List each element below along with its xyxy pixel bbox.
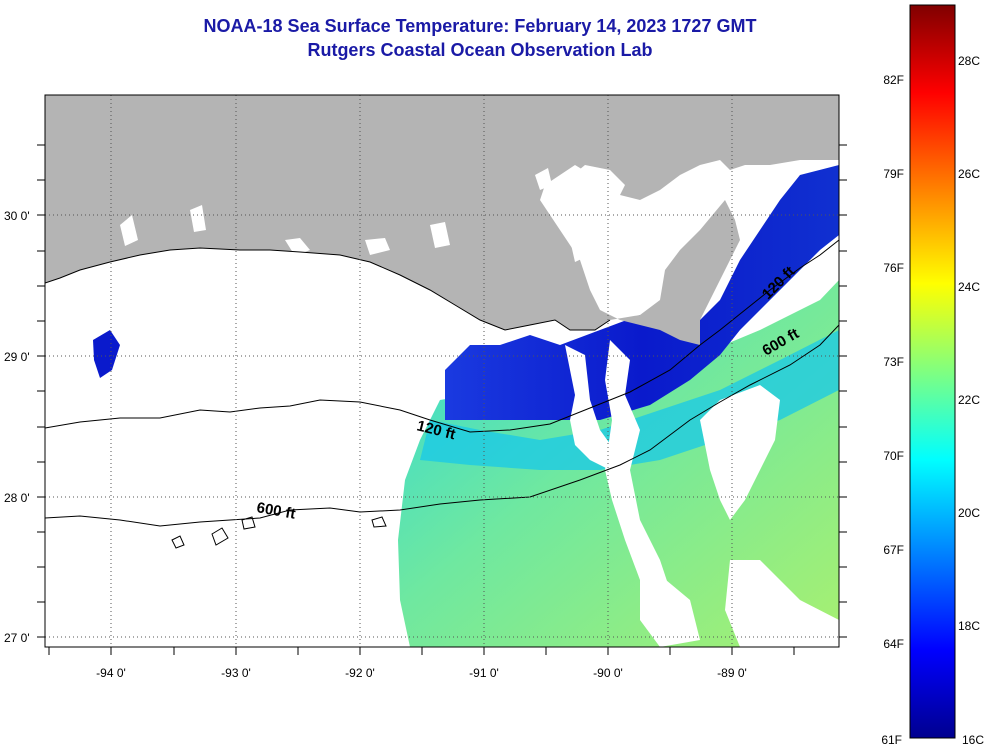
colorbar-label-f: 82F bbox=[883, 73, 904, 87]
colorbar-label-c: 28C bbox=[958, 54, 980, 68]
plot-area: 120 ft 120 ft 600 ft 600 ft bbox=[45, 95, 839, 647]
cloud-gap bbox=[640, 570, 700, 647]
colorbar-label-f: 70F bbox=[883, 449, 904, 463]
lake bbox=[190, 205, 206, 232]
colorbar-label-c: 26C bbox=[958, 167, 980, 181]
isobath-600ft-ring bbox=[241, 516, 256, 530]
colorbar-label-f: 73F bbox=[883, 355, 904, 369]
cloud-gap bbox=[605, 340, 670, 600]
lake bbox=[380, 275, 398, 292]
colorbar-label-c: 22C bbox=[958, 393, 980, 407]
color-bar bbox=[909, 4, 956, 739]
colorbar-label-c: 20C bbox=[958, 506, 980, 520]
lake bbox=[535, 168, 552, 190]
lake bbox=[555, 165, 625, 210]
cloud-gap bbox=[725, 560, 839, 647]
plot-frame bbox=[44, 94, 840, 648]
lat-label: 27 0' bbox=[4, 631, 30, 645]
lake bbox=[570, 235, 590, 262]
graticule bbox=[45, 95, 839, 647]
colorbar-label-c: 16C bbox=[962, 733, 984, 747]
isobath-600ft-ring bbox=[211, 527, 229, 546]
lon-label: -93 0' bbox=[221, 666, 251, 680]
lon-label: -89 0' bbox=[717, 666, 747, 680]
lat-label: 29 0' bbox=[4, 350, 30, 364]
cold-sst-region bbox=[445, 165, 839, 420]
contour-label-600ft: 600 ft bbox=[255, 499, 297, 523]
lat-label: 30 0' bbox=[4, 209, 30, 223]
map-subtitle: Rutgers Coastal Ocean Observation Lab bbox=[307, 40, 653, 60]
colorbar-label-f: 79F bbox=[883, 167, 904, 181]
colorbar-label-f: 76F bbox=[883, 261, 904, 275]
isobath-600ft-ring bbox=[171, 535, 185, 549]
colorbar-label-f: 61F bbox=[881, 733, 902, 747]
cloud-gap bbox=[700, 385, 780, 520]
isobath-600ft-ring bbox=[371, 516, 387, 528]
lat-label: 28 0' bbox=[4, 491, 30, 505]
colorbar-label-f: 67F bbox=[883, 543, 904, 557]
lake bbox=[285, 238, 310, 256]
lon-label: -94 0' bbox=[96, 666, 126, 680]
shoreline bbox=[45, 247, 611, 331]
land-mass bbox=[45, 95, 839, 345]
axis-ticks bbox=[37, 144, 847, 655]
colorbar-label-c: 24C bbox=[958, 280, 980, 294]
cold-sst-patch bbox=[93, 330, 120, 378]
bay bbox=[660, 190, 710, 235]
colorbar-label-c: 18C bbox=[958, 619, 980, 633]
lake bbox=[365, 238, 390, 255]
lon-label: -91 0' bbox=[469, 666, 499, 680]
lon-label: -90 0' bbox=[593, 666, 623, 680]
lon-label: -92 0' bbox=[345, 666, 375, 680]
isobath-600ft bbox=[45, 324, 839, 527]
lake bbox=[120, 215, 138, 246]
lake bbox=[430, 222, 450, 248]
colorbar-label-f: 64F bbox=[883, 637, 904, 651]
map-title: NOAA-18 Sea Surface Temperature: Februar… bbox=[203, 16, 757, 36]
isobath-120ft bbox=[45, 239, 839, 433]
